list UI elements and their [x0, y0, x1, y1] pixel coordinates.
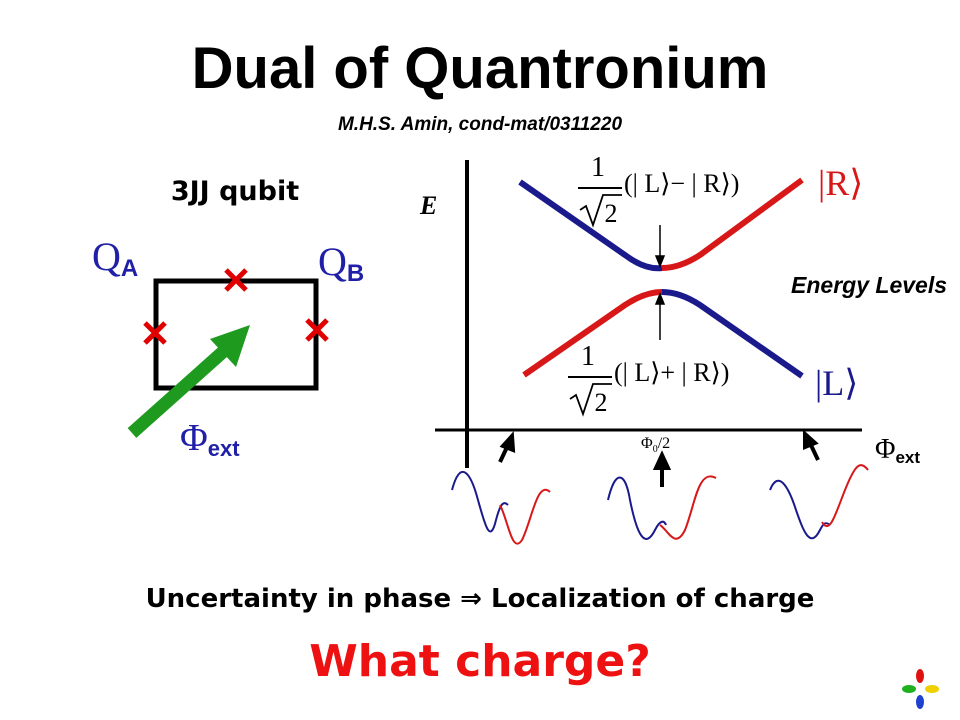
- upper-state: |R⟩: [818, 163, 863, 203]
- radical: [579, 194, 622, 228]
- wave-red: [499, 488, 551, 545]
- pointers: [498, 429, 820, 487]
- wave-red: [659, 475, 717, 540]
- y-axis-label: E: [419, 191, 437, 220]
- qa-base: Q: [92, 234, 121, 279]
- wave-blue: [769, 479, 831, 540]
- expression: (| L⟩− | R⟩): [624, 169, 739, 198]
- qb-label: QB: [318, 239, 364, 287]
- center-sub: 0: [653, 444, 658, 455]
- qa-label: QA: [92, 234, 138, 282]
- pointer-head: [499, 431, 516, 454]
- flux-arrow-head: [210, 325, 250, 367]
- junction: [224, 268, 248, 292]
- question: What charge?: [309, 636, 651, 687]
- lower-formula: 1 2 (| L⟩+ | R⟩): [568, 341, 729, 417]
- denominator: 2: [605, 199, 618, 228]
- logo: [902, 669, 939, 709]
- subtitle: M.H.S. Amin, cond-mat/0311220: [338, 114, 622, 135]
- flux-sub: ext: [208, 436, 240, 461]
- lower-level-left: [522, 289, 663, 378]
- flux-base: Φ: [180, 417, 208, 459]
- wave-red: [821, 464, 869, 527]
- upper-level-right: [661, 177, 804, 271]
- flux-label: Φext: [180, 417, 240, 461]
- x-label-sub: ext: [895, 448, 920, 467]
- numerator: 1: [581, 341, 595, 372]
- lower-state: |L⟩: [815, 363, 858, 403]
- gap-arrow-head: [654, 255, 666, 269]
- logo-petal: [916, 695, 924, 709]
- expression: (| L⟩+ | R⟩): [614, 358, 729, 387]
- lower-level-right: [661, 289, 804, 379]
- qb-sub: B: [347, 260, 364, 287]
- x-axis-label: Φext: [875, 434, 920, 467]
- radical: [569, 383, 612, 417]
- center-base: Φ: [641, 435, 653, 452]
- numerator: 1: [591, 152, 605, 183]
- circuit-label: 3JJ qubit: [171, 176, 299, 207]
- center-label: Φ0/2: [641, 435, 670, 455]
- center-rest: /2: [658, 435, 670, 452]
- junction: [305, 318, 329, 342]
- junctions: [143, 268, 329, 345]
- junction: [143, 321, 167, 345]
- pointer-head: [652, 450, 672, 470]
- wave-blue: [607, 476, 667, 540]
- wavefunctions: [451, 464, 869, 545]
- x-label-base: Φ: [875, 434, 895, 465]
- logo-petal: [925, 685, 939, 693]
- denominator: 2: [595, 388, 608, 417]
- upper-formula: 1 2 (| L⟩− | R⟩): [578, 152, 739, 228]
- qb-base: Q: [318, 239, 347, 284]
- logo-petal: [916, 669, 924, 683]
- gap-arrows: [654, 225, 666, 340]
- gap-arrow-head: [654, 291, 666, 305]
- pointer-head: [803, 429, 819, 450]
- flux-arrow-shaft: [127, 345, 230, 438]
- statement: Uncertainty in phase ⇒ Localization of c…: [146, 584, 815, 614]
- logo-petal: [902, 685, 916, 693]
- qa-sub: A: [121, 255, 138, 282]
- legend: Energy Levels: [791, 272, 947, 298]
- upper-level-left: [518, 179, 663, 272]
- title: Dual of Quantronium: [192, 36, 769, 101]
